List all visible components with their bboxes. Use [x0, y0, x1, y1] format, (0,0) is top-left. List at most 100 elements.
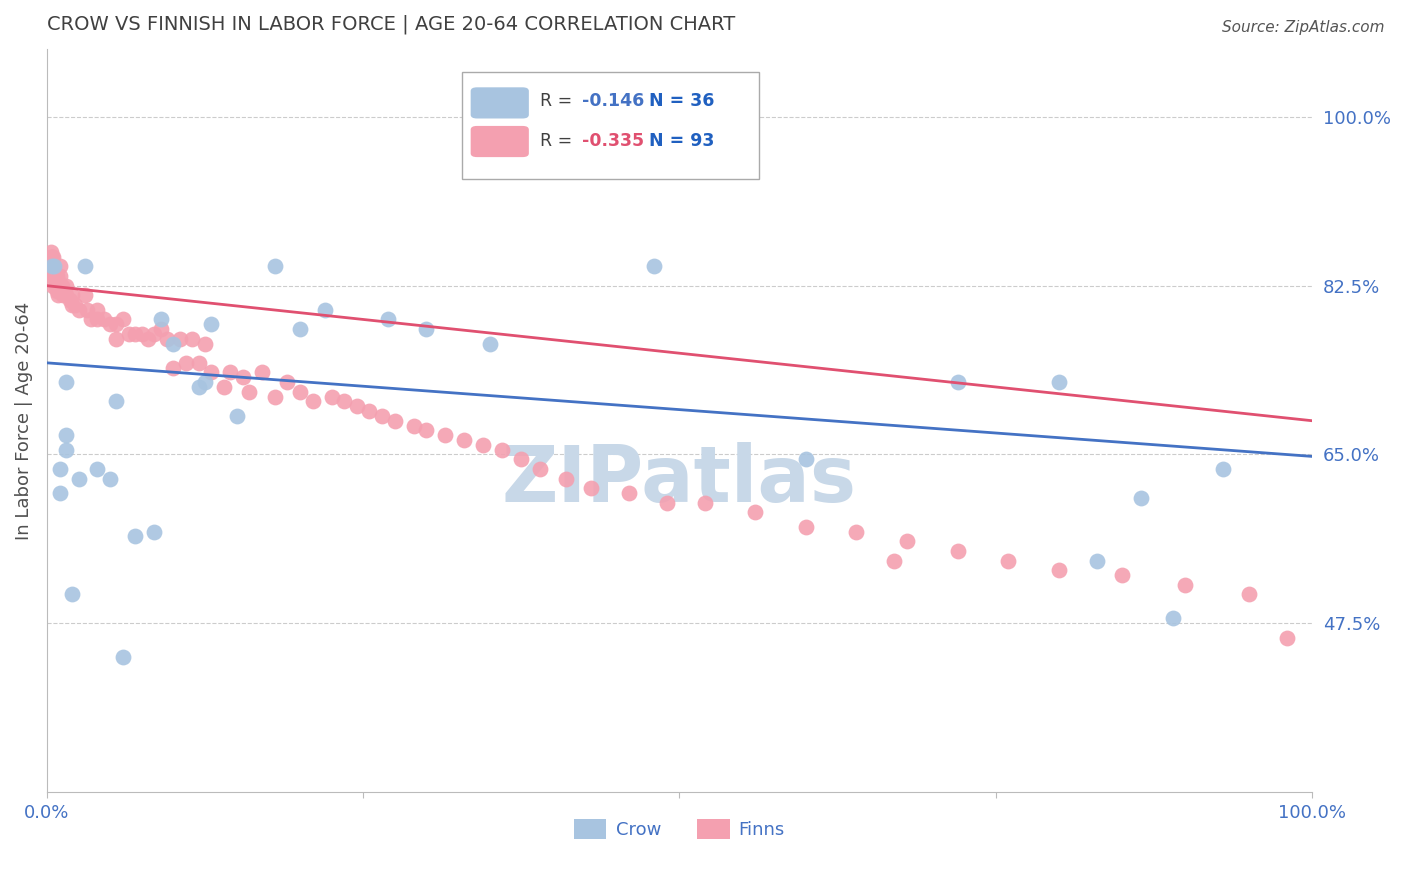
Point — [73, 260, 96, 274]
Point — [314, 302, 336, 317]
Point — [105, 318, 128, 332]
Point — [52, 288, 75, 302]
Point — [86, 302, 108, 317]
Point — [288, 384, 311, 399]
Point — [60, 288, 83, 302]
Legend: Crow, Finns: Crow, Finns — [567, 812, 792, 846]
Point — [187, 356, 209, 370]
Point — [1047, 563, 1070, 577]
Point — [333, 394, 356, 409]
Y-axis label: In Labor Force | Age 20-64: In Labor Force | Age 20-64 — [15, 301, 32, 540]
Point — [63, 298, 86, 312]
Point — [60, 298, 83, 312]
Point — [321, 390, 343, 404]
Point — [263, 390, 285, 404]
Point — [156, 332, 179, 346]
Point — [174, 356, 197, 370]
Point — [39, 250, 62, 264]
Point — [149, 312, 172, 326]
Point — [55, 428, 77, 442]
FancyBboxPatch shape — [471, 87, 529, 119]
Point — [1111, 568, 1133, 582]
Point — [655, 496, 678, 510]
Point — [415, 423, 437, 437]
Point — [59, 293, 82, 308]
Text: Source: ZipAtlas.com: Source: ZipAtlas.com — [1222, 20, 1385, 35]
Point — [48, 486, 70, 500]
Point — [111, 312, 134, 326]
Point — [1212, 462, 1234, 476]
Point — [98, 472, 121, 486]
Point — [136, 332, 159, 346]
Point — [111, 650, 134, 665]
Point — [41, 268, 63, 283]
Point — [42, 250, 65, 264]
Point — [384, 414, 406, 428]
Point — [693, 496, 716, 510]
Point — [1275, 631, 1298, 645]
Point — [744, 505, 766, 519]
Point — [51, 278, 73, 293]
Point — [359, 404, 381, 418]
Point — [554, 472, 576, 486]
Point — [1161, 611, 1184, 625]
Point — [143, 326, 166, 341]
Point — [80, 312, 103, 326]
Point — [225, 409, 247, 423]
Point — [250, 366, 273, 380]
Text: -0.146: -0.146 — [582, 93, 644, 111]
Point — [42, 260, 65, 274]
Point — [194, 375, 217, 389]
Point — [143, 524, 166, 539]
Point — [377, 312, 399, 326]
Point — [42, 278, 65, 293]
Point — [41, 260, 63, 274]
Point — [845, 524, 868, 539]
Point — [212, 380, 235, 394]
Point — [48, 268, 70, 283]
Point — [219, 366, 242, 380]
Point — [48, 284, 70, 298]
Point — [946, 375, 969, 389]
Point — [1174, 577, 1197, 591]
Point — [131, 326, 153, 341]
Point — [39, 244, 62, 259]
Text: R =: R = — [540, 132, 578, 150]
Point — [41, 250, 63, 264]
Point — [238, 384, 260, 399]
Point — [371, 409, 394, 423]
Point — [997, 553, 1019, 567]
Point — [105, 394, 128, 409]
Point — [162, 336, 184, 351]
Point — [46, 268, 69, 283]
Point — [46, 288, 69, 302]
Point — [55, 278, 77, 293]
FancyBboxPatch shape — [471, 126, 529, 157]
Point — [617, 486, 640, 500]
Point — [579, 481, 602, 495]
Point — [510, 452, 533, 467]
Point — [73, 288, 96, 302]
Point — [48, 260, 70, 274]
Point — [181, 332, 204, 346]
Point — [45, 278, 67, 293]
Point — [45, 268, 67, 283]
Point — [288, 322, 311, 336]
Point — [643, 260, 665, 274]
Point — [1237, 587, 1260, 601]
Point — [478, 336, 501, 351]
Point — [86, 312, 108, 326]
Point — [124, 529, 146, 543]
Point — [1085, 553, 1108, 567]
Point — [301, 394, 323, 409]
Point — [946, 544, 969, 558]
Text: -0.335: -0.335 — [582, 132, 644, 150]
Point — [794, 452, 817, 467]
Text: CROW VS FINNISH IN LABOR FORCE | AGE 20-64 CORRELATION CHART: CROW VS FINNISH IN LABOR FORCE | AGE 20-… — [46, 15, 735, 35]
Point — [46, 274, 69, 288]
Point — [86, 462, 108, 476]
Point — [883, 553, 905, 567]
Point — [472, 438, 495, 452]
Point — [194, 336, 217, 351]
Point — [124, 326, 146, 341]
